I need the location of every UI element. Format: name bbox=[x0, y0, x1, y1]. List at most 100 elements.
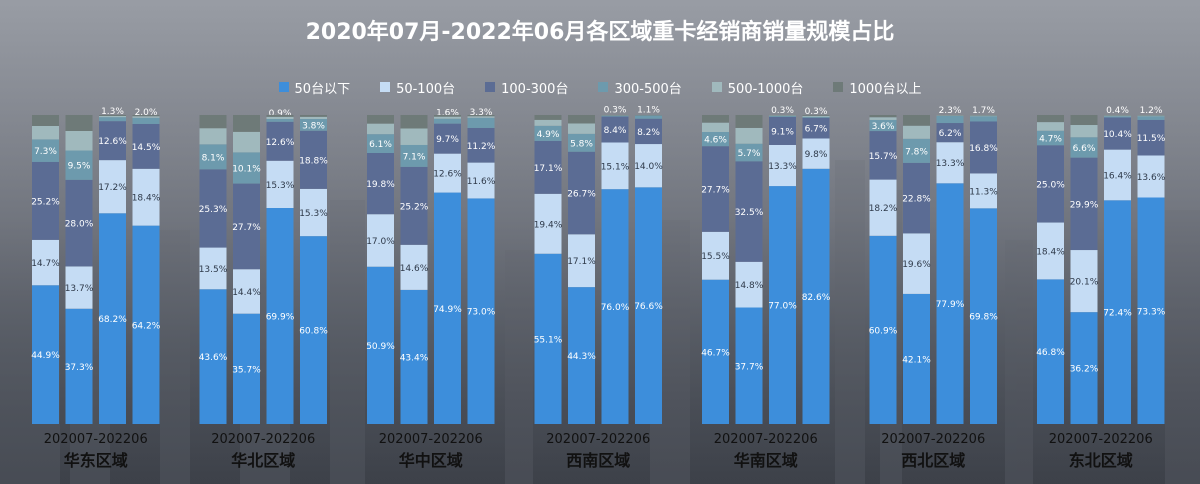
period-label: 202007-202206 bbox=[546, 432, 650, 447]
bar-segment bbox=[735, 161, 763, 262]
bar-segment bbox=[132, 115, 160, 117]
legend-item-100-300: 100-300台 bbox=[485, 78, 568, 97]
data-label: 50.9% bbox=[366, 342, 395, 352]
bar-segment bbox=[1104, 149, 1131, 201]
bar-segment bbox=[802, 116, 830, 118]
bar-segment bbox=[199, 289, 227, 424]
bar-segment bbox=[534, 193, 562, 254]
data-label: 6.7% bbox=[805, 125, 828, 135]
bar-segment bbox=[400, 244, 428, 290]
bar-segment bbox=[199, 247, 227, 290]
bar-segment bbox=[735, 143, 763, 162]
bar-segment bbox=[367, 153, 394, 215]
data-label: 3.6% bbox=[872, 122, 895, 132]
bar-segment bbox=[769, 115, 796, 116]
bar-segment bbox=[1037, 122, 1064, 131]
data-label: 60.9% bbox=[869, 326, 898, 336]
data-label: 46.8% bbox=[1036, 348, 1065, 358]
data-label: 69.8% bbox=[969, 313, 998, 323]
bar-segment bbox=[400, 144, 428, 167]
bar-segment bbox=[534, 119, 562, 126]
data-label: 44.9% bbox=[31, 351, 60, 361]
data-label: 74.9% bbox=[433, 305, 462, 315]
bar-segment bbox=[601, 115, 629, 117]
bar-segment bbox=[99, 117, 126, 122]
data-label: 18.4% bbox=[132, 194, 161, 204]
bar-segment bbox=[32, 161, 59, 240]
data-label: 6.1% bbox=[369, 140, 392, 150]
bar-segment bbox=[367, 214, 394, 267]
data-label: 73.0% bbox=[467, 308, 496, 318]
data-label: 14.4% bbox=[232, 288, 261, 298]
bar-segment bbox=[735, 127, 763, 144]
bar-segment bbox=[735, 307, 763, 424]
bar-segment bbox=[869, 179, 897, 236]
data-label: 10.4% bbox=[1103, 130, 1132, 140]
bar-segment bbox=[802, 117, 830, 139]
legend-label: 1000台以上 bbox=[849, 81, 922, 97]
bar-segment bbox=[99, 160, 126, 214]
bar-segment bbox=[434, 115, 461, 117]
region-label: 东北区域 bbox=[1069, 451, 1133, 470]
bar-segment bbox=[802, 115, 830, 117]
bar-segment bbox=[199, 128, 227, 145]
bar-segment bbox=[1137, 116, 1165, 120]
bar-segment bbox=[735, 115, 763, 128]
bar-segment bbox=[903, 138, 930, 163]
data-label: 9.5% bbox=[68, 162, 91, 172]
bar-segment bbox=[903, 293, 930, 424]
bar-segment bbox=[199, 169, 227, 248]
data-label: 7.3% bbox=[34, 147, 57, 157]
bar-segment bbox=[936, 142, 964, 184]
data-label: 29.9% bbox=[1070, 200, 1099, 210]
bar-segment bbox=[1104, 116, 1131, 118]
data-label: 77.9% bbox=[936, 300, 965, 310]
bar-segment bbox=[702, 115, 729, 123]
bar-segment bbox=[467, 115, 495, 117]
data-label: 8.2% bbox=[637, 128, 660, 138]
data-label: 76.6% bbox=[634, 302, 663, 312]
data-label: 0.3% bbox=[604, 106, 627, 116]
bar-segment bbox=[300, 236, 327, 424]
chart-legend: 50台以下 50-100台 100-300台 300-500台 500-1000… bbox=[0, 76, 1200, 98]
data-label: 0.4% bbox=[1106, 106, 1129, 116]
data-label: 15.1% bbox=[601, 162, 630, 172]
data-label: 1.6% bbox=[436, 109, 459, 119]
data-label: 11.2% bbox=[467, 142, 496, 152]
period-label: 202007-202206 bbox=[44, 432, 148, 447]
data-label: 18.8% bbox=[299, 156, 328, 166]
bar-segment bbox=[1037, 130, 1064, 146]
bar-segment bbox=[132, 168, 160, 226]
bar-segment bbox=[467, 198, 495, 424]
data-label: 44.3% bbox=[567, 352, 596, 362]
data-label: 13.3% bbox=[768, 162, 797, 172]
data-label: 73.3% bbox=[1137, 307, 1166, 317]
data-label: 13.6% bbox=[1137, 173, 1166, 183]
legend-swatch bbox=[485, 82, 496, 92]
data-label: 76.0% bbox=[601, 303, 630, 313]
data-label: 15.7% bbox=[869, 152, 898, 162]
bar-segment bbox=[735, 261, 763, 308]
data-label: 7.1% bbox=[403, 152, 426, 162]
bar-segment bbox=[199, 115, 227, 129]
bar-segment bbox=[266, 160, 294, 209]
bar-segment bbox=[534, 253, 562, 424]
data-label: 1.3% bbox=[101, 107, 124, 117]
bar-segment bbox=[400, 115, 428, 129]
bar-segment bbox=[300, 130, 327, 189]
data-label: 37.7% bbox=[735, 362, 764, 372]
bar-segment bbox=[132, 123, 160, 169]
bar-segment bbox=[99, 115, 126, 116]
data-label: 28.0% bbox=[65, 220, 94, 230]
data-label: 0.9% bbox=[269, 109, 292, 119]
data-label: 9.8% bbox=[805, 150, 828, 160]
bar-segment bbox=[1037, 145, 1064, 223]
bar-segment bbox=[568, 115, 595, 124]
data-label: 14.5% bbox=[132, 143, 161, 153]
bar-segment bbox=[1070, 157, 1098, 251]
bar-segment bbox=[434, 192, 461, 424]
bar-segment bbox=[300, 188, 327, 237]
bar-segment bbox=[1070, 312, 1098, 424]
legend-label: 300-500台 bbox=[614, 81, 682, 97]
bar-segment bbox=[65, 179, 93, 267]
